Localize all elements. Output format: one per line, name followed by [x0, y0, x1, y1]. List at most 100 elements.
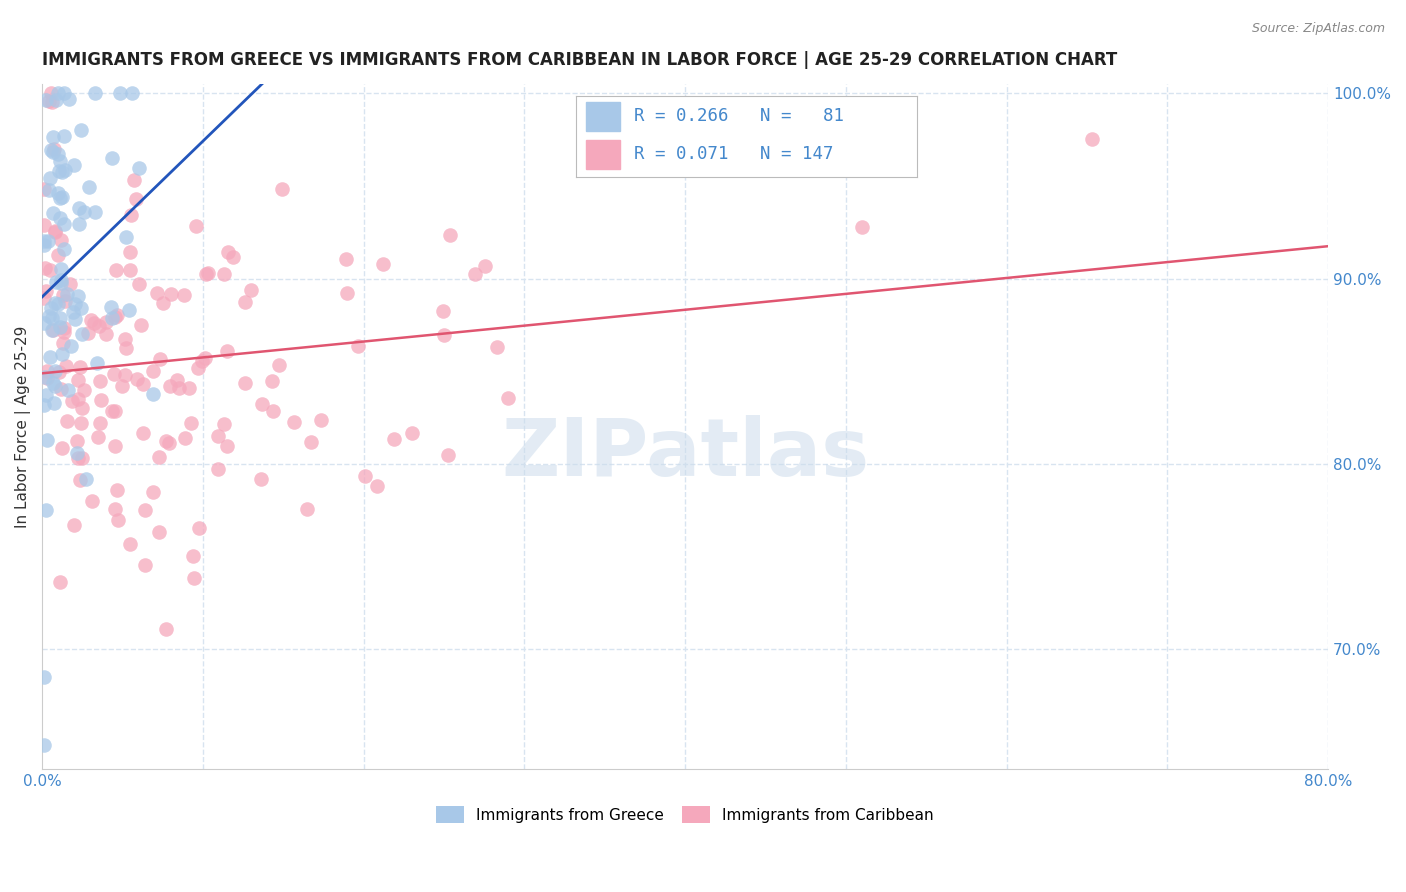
Point — [55, 287, 77, 301]
Point — [41, 323, 63, 337]
Point — [38, 183, 60, 197]
Point — [173, 287, 195, 301]
Point — [128, 161, 150, 175]
Point — [114, 368, 136, 383]
Point — [89, 319, 111, 334]
Point — [56, 384, 79, 398]
Point — [103, 368, 125, 382]
Point — [100, 152, 122, 166]
Point — [96, 326, 118, 341]
Point — [121, 87, 143, 101]
Point — [67, 201, 90, 215]
Point — [55, 414, 77, 428]
Point — [217, 245, 239, 260]
Point — [44, 295, 66, 310]
Point — [336, 286, 359, 301]
Y-axis label: In Labor Force | Age 25-29: In Labor Force | Age 25-29 — [15, 326, 31, 528]
Point — [44, 225, 66, 239]
Point — [132, 426, 155, 441]
Point — [104, 404, 127, 418]
Point — [67, 374, 90, 388]
Point — [32, 182, 55, 196]
Point — [53, 321, 76, 335]
Point — [41, 301, 63, 316]
Point — [207, 429, 229, 443]
Point — [180, 416, 202, 430]
Point — [44, 224, 66, 238]
Point — [51, 190, 73, 204]
Point — [35, 387, 58, 401]
Point — [70, 301, 93, 315]
Point — [187, 521, 209, 535]
Point — [851, 220, 873, 235]
Point — [157, 436, 180, 450]
Point — [115, 230, 138, 244]
Point — [128, 277, 150, 291]
Point — [148, 450, 170, 464]
Point — [49, 262, 72, 277]
Point — [111, 379, 134, 393]
Point — [621, 139, 644, 153]
Point — [49, 233, 72, 247]
Point — [45, 93, 67, 107]
Point — [49, 191, 72, 205]
Point — [155, 622, 177, 636]
Point — [48, 310, 70, 325]
Point — [37, 433, 59, 447]
Point — [129, 318, 152, 332]
Point — [233, 295, 256, 310]
Point — [53, 293, 76, 308]
Point — [141, 387, 163, 401]
Point — [86, 356, 108, 370]
Point — [89, 417, 111, 431]
Point — [108, 87, 131, 101]
Point — [53, 162, 76, 177]
Point — [70, 401, 93, 415]
Point — [215, 344, 238, 359]
Point — [52, 128, 75, 143]
Point — [118, 244, 141, 259]
Point — [66, 434, 89, 449]
Point — [283, 415, 305, 429]
Point — [214, 417, 236, 431]
Point — [38, 94, 60, 108]
Point — [69, 474, 91, 488]
Point — [134, 502, 156, 516]
Point — [46, 297, 69, 311]
Point — [104, 502, 127, 516]
Point — [118, 262, 141, 277]
Point — [34, 370, 56, 384]
Point — [42, 323, 65, 337]
Text: Source: ZipAtlas.com: Source: ZipAtlas.com — [1251, 22, 1385, 36]
Point — [142, 485, 165, 500]
Point — [51, 442, 73, 456]
Point — [60, 339, 83, 353]
Point — [195, 267, 218, 281]
Point — [347, 339, 370, 353]
Point — [42, 142, 65, 156]
Point — [145, 285, 167, 300]
Point — [75, 472, 97, 486]
Point — [65, 297, 87, 311]
Point — [49, 319, 72, 334]
Point — [39, 143, 62, 157]
Text: IMMIGRANTS FROM GREECE VS IMMIGRANTS FROM CARIBBEAN IN LABOR FORCE | AGE 25-29 C: IMMIGRANTS FROM GREECE VS IMMIGRANTS FRO… — [42, 51, 1118, 69]
Point — [51, 347, 73, 361]
Point — [83, 317, 105, 331]
Point — [249, 472, 271, 486]
Point — [49, 382, 72, 396]
Point — [309, 412, 332, 426]
Point — [48, 211, 70, 226]
Point — [401, 426, 423, 441]
Point — [498, 391, 520, 405]
Point — [67, 217, 90, 231]
Point — [105, 483, 128, 497]
Point — [38, 310, 60, 324]
Point — [84, 87, 107, 101]
Point — [77, 180, 100, 194]
Point — [214, 268, 236, 282]
Point — [105, 308, 128, 322]
Text: ZIPatlas: ZIPatlas — [501, 415, 869, 493]
Point — [104, 310, 127, 325]
Point — [250, 397, 273, 411]
